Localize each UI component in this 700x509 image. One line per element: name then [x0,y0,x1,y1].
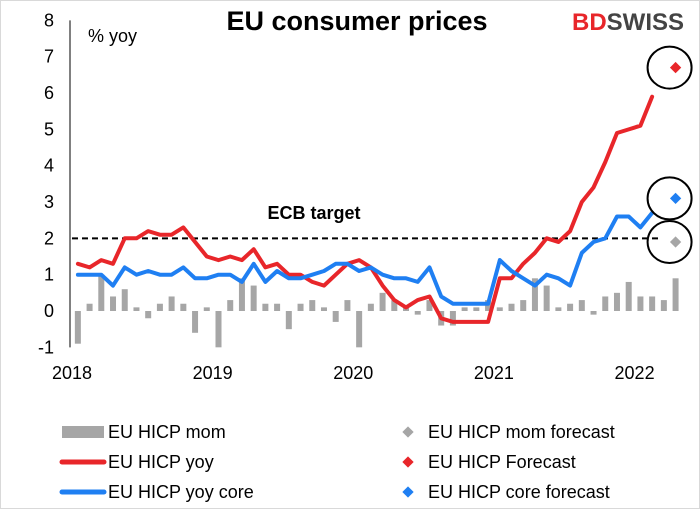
y-tick-label: 1 [44,265,54,285]
y-axis-unit-label: % yoy [88,26,137,46]
mom-bar [461,307,468,311]
mom-bar [168,296,175,311]
mom-bar [496,307,503,311]
x-tick-label: 2022 [615,363,655,383]
mom-bar [203,307,210,311]
forecast-highlight-circle [646,176,693,221]
mom-bar [297,303,304,311]
mom-bar [672,278,679,311]
mom-bar [543,285,550,311]
legend-label: EU HICP core forecast [428,482,610,502]
mom-bar [567,303,574,311]
y-tick-label: -1 [38,337,54,357]
mom-bar [192,311,199,333]
mom-bar [379,292,386,311]
y-tick-label: 4 [44,156,54,176]
x-tick-label: 2019 [193,363,233,383]
mom-bar [262,303,269,311]
x-tick-label: 2020 [333,363,373,383]
y-tick-label: 6 [44,83,54,103]
mom-bar [473,307,480,311]
y-tick-label: 0 [44,301,54,321]
ecb-target-label: ECB target [267,203,360,223]
mom-bar [285,311,292,330]
mom-bar [613,292,620,311]
y-tick-label: 7 [44,47,54,67]
forecast-highlight-circle [646,219,693,264]
mom-bar [508,303,515,311]
legend-label: EU HICP yoy [108,452,214,472]
mom-bar [74,311,81,344]
mom-bar [578,300,585,311]
mom-bar [531,278,538,311]
mom-bar [86,303,93,311]
mom-bar [320,307,327,311]
mom-bar [180,303,187,311]
mom-bar [227,300,234,311]
mom-bar [367,303,374,311]
mom-bar [625,281,632,311]
legend-swatch [402,486,414,498]
mom-bar [156,303,163,311]
mom-bar [133,307,140,311]
mom-bar [602,296,609,311]
mom-forecast-marker [669,236,682,248]
legend-label: EU HICP mom forecast [428,422,615,442]
mom-bar [145,311,152,319]
brand-logo-part1: BD [572,9,607,36]
legend-label: EU HICP yoy core [108,482,254,502]
mom-bar [110,296,117,311]
mom-bar [121,289,128,311]
plot-area: -1 0 1 2 3 4 5 6 7 8 2018 2019 2020 2021 2022 [38,10,693,383]
legend: EU HICP mom EU HICP yoy EU HICP yoy core EU… [59,422,615,502]
mom-bar [590,311,597,315]
x-tick-label: 2018 [52,363,92,383]
mom-bar [238,278,245,311]
mom-bar [356,311,363,348]
y-tick-label: 5 [44,119,54,139]
brand-logo: BDSWISS [572,9,684,36]
legend-swatch [402,426,414,438]
hicp-core-line [75,210,655,306]
mom-bar [637,296,644,311]
mom-bar [391,300,398,311]
mom-bar [274,303,281,311]
hicp-yoy-line [75,94,655,324]
hicp-forecast-marker [669,61,682,74]
mom-bar [555,307,562,311]
y-tick-label: 2 [44,228,54,248]
x-tick-label: 2021 [474,363,514,383]
y-tick-label: 8 [44,10,54,30]
mom-bar [414,311,421,315]
legend-swatch [402,456,414,468]
legend-label: EU HICP Forecast [428,452,576,472]
mom-bar [250,285,257,311]
y-tick-label: 3 [44,192,54,212]
mom-bar [660,300,667,311]
mom-bar [215,311,222,348]
legend-swatch [62,426,104,438]
mom-bar [344,300,351,311]
brand-logo-part2: SWISS [607,9,684,36]
mom-bar [309,300,316,311]
forecast-highlight-circle [646,45,693,90]
mom-bar [426,300,433,311]
mom-bar [98,274,105,311]
mom-bar [332,311,339,322]
core-forecast-marker [669,192,682,205]
legend-label: EU HICP mom [108,422,226,442]
mom-bar [520,300,527,311]
chart-title: EU consumer prices [226,6,487,36]
mom-bar [449,311,456,326]
mom-bar [649,296,656,311]
